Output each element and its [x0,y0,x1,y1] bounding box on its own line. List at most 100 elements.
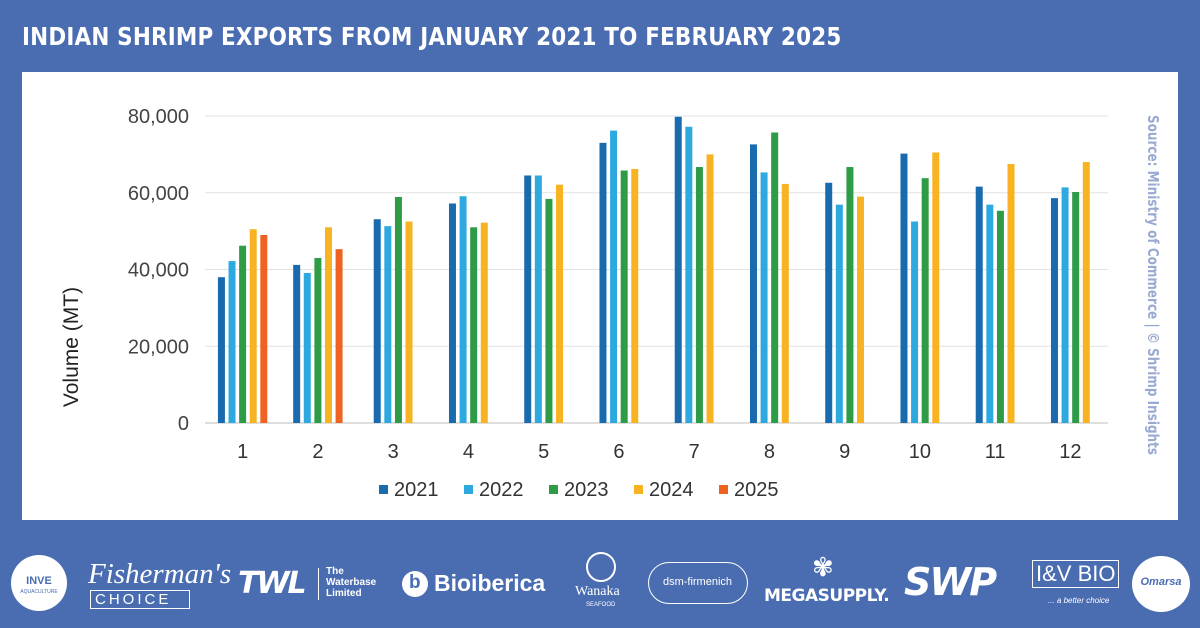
bar-2023-8 [771,132,779,423]
x-tick-label: 4 [463,441,474,463]
waterbase-text-1: The [326,566,344,577]
waterbase-divider [318,568,319,600]
y-tick-label: 80,000 [128,106,189,128]
x-tick-label: 10 [909,441,931,463]
legend-label-2021: 2021 [394,479,439,501]
bar-2022-1 [228,261,236,423]
iv-bio-logo[interactable]: I&V BIO ... a better choice [1032,560,1120,610]
omarsa-logo[interactable]: Omarsa [1132,556,1190,612]
bar-2022-2 [303,272,311,423]
y-tick-label: 60,000 [128,183,189,205]
bar-2021-6 [599,142,607,424]
x-tick-label: 6 [613,441,624,463]
megasupply-star-icon: ✾ [812,552,834,582]
wanaka-emblem-icon [586,552,616,582]
legend-swatch-2023 [549,485,558,494]
bar-2023-10 [921,178,929,423]
waterbase-text-2: Waterbase [326,577,377,588]
waterbase-text-3: Limited [326,588,362,599]
sponsored-label: SPONSORED BY [34,519,171,538]
x-tick-label: 2 [312,441,323,463]
chart-panel: 0 20,000 40,000 60,000 80,000 1 2 3 4 5 6 7 8 9 10 11 1… [22,72,1178,520]
bar-2022-3 [384,226,392,423]
bar-2024-5 [556,184,564,423]
bar-2022-11 [986,204,994,423]
inve-logo-text: INVE [26,575,52,587]
bar-2022-5 [534,175,542,423]
legend-label-2023: 2023 [564,479,609,501]
x-tick-label: 8 [764,441,775,463]
bar-2023-5 [545,198,553,423]
page-title: INDIAN SHRIMP EXPORTS FROM JANUARY 2021 … [22,22,842,51]
bar-2021-4 [448,203,456,423]
bar-2024-8 [781,183,789,423]
choice-logo-text: CHOICE [90,590,191,609]
waterbase-logo-mark: TWL [238,566,307,601]
y-tick-label: 0 [178,413,189,435]
bar-2023-6 [620,170,628,423]
bar-2022-7 [685,126,693,423]
swp-logo-text: SWP [904,560,997,604]
bar-2023-2 [314,257,322,423]
fishermans-logo-text: Fisherman's [88,558,232,590]
dsm-logo-text: dsm-firmenich [662,576,733,588]
bar-2021-12 [1050,198,1058,423]
bar-2021-10 [900,153,908,424]
legend-label-2022: 2022 [479,479,524,501]
legend-label-2024: 2024 [649,479,694,501]
wanaka-logo-text: Wanaka [575,584,620,599]
bar-2021-3 [373,219,381,423]
bar-2022-9 [835,204,843,423]
x-tick-label: 5 [538,441,549,463]
x-tick-label: 3 [388,441,399,463]
bar-2025-2 [335,249,343,423]
bar-2021-2 [293,264,301,423]
x-tick-label: 9 [839,441,850,463]
legend-swatch-2025 [719,485,728,494]
source-note-box: Source: Ministry of Commerce | © Shrimp … [1143,115,1162,455]
bar-2024-7 [706,154,714,423]
dsm-firmenich-logo[interactable]: dsm-firmenich [648,562,748,604]
fishermans-choice-logo[interactable]: Fisherman's CHOICE [84,558,231,610]
legend: 2021 2022 2023 2024 2025 [379,479,779,501]
source-note: Source: Ministry of Commerce | © Shrimp … [1143,115,1162,455]
bar-2024-4 [480,222,488,423]
bar-2022-6 [610,130,618,423]
bar-2024-9 [857,196,865,423]
bar-2023-1 [239,245,247,423]
bar-2024-11 [1007,163,1015,423]
bar-2021-11 [975,186,983,423]
bar-2023-12 [1072,191,1080,423]
inve-logo[interactable]: INVE AQUACULTURE [11,555,67,611]
iv-bio-tagline: ... a better choice [1048,596,1110,605]
bar-2022-4 [459,196,467,423]
bar-2024-2 [324,227,332,423]
megasupply-logo[interactable]: ✾ MEGASUPPLY. [764,552,890,612]
legend-label-2025: 2025 [734,479,779,501]
bar-2021-9 [825,182,833,423]
bar-2025-1 [260,234,268,423]
legend-swatch-2021 [379,485,388,494]
bioiberica-icon: b [402,571,428,597]
bar-2021-1 [217,277,225,423]
wanaka-logo[interactable]: Wanaka SEAFOOD [572,552,632,618]
bar-2024-1 [249,229,257,423]
x-tick-label: 11 [985,441,1006,463]
bioiberica-logo-text: Bioiberica [434,570,546,596]
bar-2023-9 [846,167,854,423]
omarsa-logo-text: Omarsa [1140,576,1182,588]
x-tick-label: 12 [1059,441,1081,463]
swp-logo[interactable]: SWP [904,560,1016,608]
megasupply-logo-text: MEGASUPPLY. [764,586,890,606]
x-tick-label: 1 [237,441,248,463]
bar-2022-12 [1061,187,1069,423]
bioiberica-logo[interactable]: b Bioiberica [402,568,552,602]
bar-2023-11 [996,210,1004,423]
y-axis-label: Volume (MT) [60,287,83,407]
waterbase-logo[interactable]: TWL The Waterbase Limited [238,566,388,606]
x-tick-label: 7 [689,441,700,463]
y-tick-label: 20,000 [128,336,189,358]
y-tick-label: 40,000 [128,260,189,282]
bar-2024-10 [932,152,940,424]
